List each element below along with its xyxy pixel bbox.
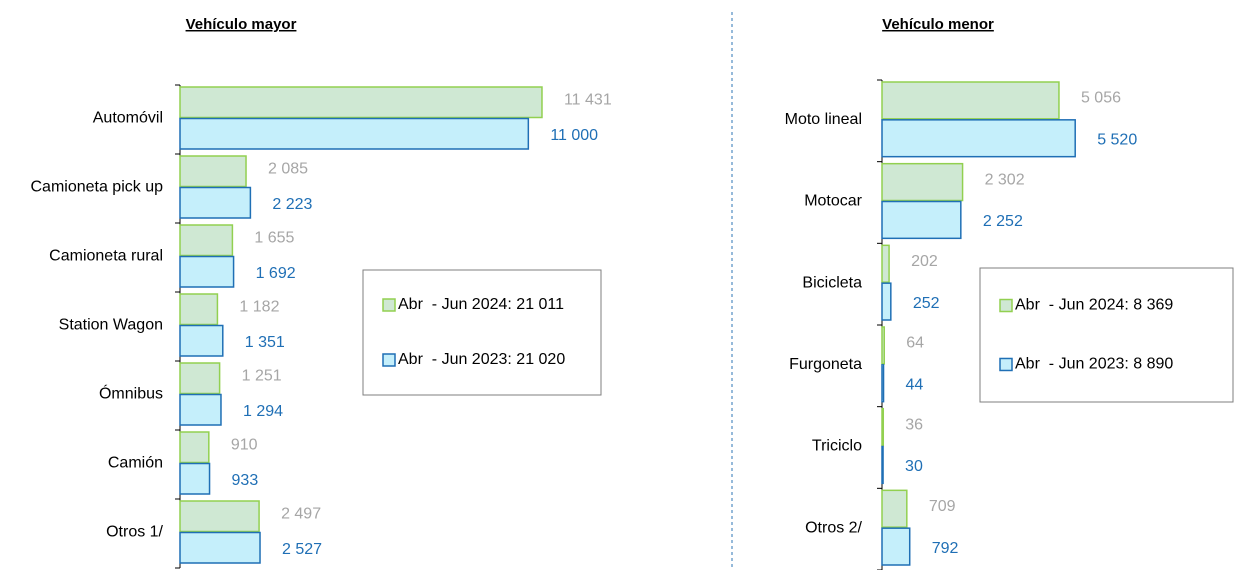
value-label: 5 520 <box>1097 131 1137 148</box>
value-label: 933 <box>232 472 259 489</box>
value-label: 1 351 <box>245 334 285 351</box>
legend-box <box>979 267 1234 403</box>
legend-label: Abr - Jun 2024: 8 369 <box>1015 297 1173 314</box>
value-label: 1 655 <box>254 229 294 246</box>
value-label: 2 252 <box>983 213 1023 230</box>
bar <box>881 162 964 202</box>
category-label: Camioneta pick up <box>30 179 163 196</box>
bar <box>881 81 1060 120</box>
legend-label: Abr - Jun 2023: 21 020 <box>398 351 565 368</box>
bar <box>179 500 260 533</box>
category-label: Otros 1/ <box>106 524 163 541</box>
legend-box <box>362 269 602 396</box>
bar <box>179 431 210 464</box>
category-label: Camión <box>108 455 163 472</box>
category-label: Furgoneta <box>789 356 862 373</box>
bar <box>881 489 908 528</box>
bar <box>881 244 890 283</box>
value-label: 910 <box>231 436 258 453</box>
category-label: Moto lineal <box>785 111 862 128</box>
bar <box>881 119 1076 158</box>
value-label: 2 302 <box>985 171 1025 188</box>
legend-swatch <box>382 353 396 367</box>
bar <box>881 407 885 447</box>
legend-swatch <box>382 298 396 312</box>
value-label: 11 431 <box>564 91 612 108</box>
value-label: 1 251 <box>242 367 282 384</box>
value-label: 1 692 <box>256 265 296 282</box>
chart-title: Vehículo menor <box>882 16 994 33</box>
bar <box>179 462 211 495</box>
value-label: 30 <box>905 458 923 475</box>
category-label: Otros 2/ <box>805 519 862 536</box>
value-label: 1 294 <box>243 403 283 420</box>
bar <box>881 445 884 485</box>
value-label: 2 497 <box>281 505 321 522</box>
legend-label: Abr - Jun 2024: 21 011 <box>398 296 564 313</box>
bar <box>179 86 543 119</box>
bar <box>881 200 962 240</box>
bar <box>179 293 219 326</box>
legend-label: Abr - Jun 2023: 8 890 <box>1015 356 1173 373</box>
value-label: 792 <box>932 540 959 557</box>
value-label: 2 085 <box>268 160 308 177</box>
bar <box>179 393 222 426</box>
category-label: Station Wagon <box>59 317 163 334</box>
value-label: 11 000 <box>550 127 598 144</box>
value-label: 36 <box>905 416 923 433</box>
bar <box>179 117 530 150</box>
value-label: 44 <box>906 376 924 393</box>
bar <box>179 155 247 188</box>
category-label: Triciclo <box>812 438 862 455</box>
legend-swatch <box>999 357 1013 372</box>
value-label: 2 527 <box>282 541 322 558</box>
category-label: Ómnibus <box>99 384 163 403</box>
bar <box>179 224 234 257</box>
bar <box>179 362 221 395</box>
value-label: 1 182 <box>239 298 279 315</box>
bar <box>179 531 261 564</box>
bar <box>881 364 885 403</box>
chart-title: Vehículo mayor <box>186 16 297 33</box>
bar <box>179 186 252 219</box>
bar <box>881 527 911 566</box>
category-label: Bicicleta <box>802 274 862 291</box>
bar <box>179 324 224 357</box>
legend-swatch <box>999 298 1013 313</box>
bar <box>881 326 885 365</box>
category-label: Camioneta rural <box>49 248 163 265</box>
value-label: 252 <box>913 295 940 312</box>
bar <box>179 255 235 288</box>
category-label: Automóvil <box>93 110 163 127</box>
value-label: 64 <box>906 335 924 352</box>
value-label: 5 056 <box>1081 90 1121 107</box>
value-label: 2 223 <box>272 196 312 213</box>
category-label: Motocar <box>804 193 862 210</box>
bar <box>881 282 892 321</box>
value-label: 709 <box>929 498 956 515</box>
value-label: 202 <box>911 253 938 270</box>
